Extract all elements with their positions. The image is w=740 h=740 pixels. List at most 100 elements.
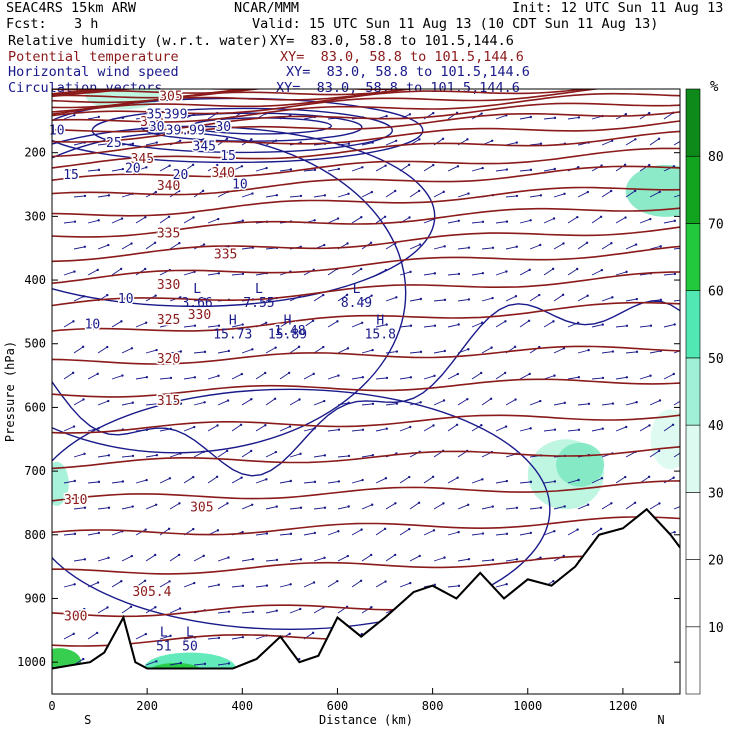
vector-head bbox=[481, 166, 484, 170]
circulation-vector bbox=[207, 584, 219, 588]
vector-head bbox=[323, 454, 327, 457]
circulation-vector bbox=[63, 271, 75, 276]
circulation-vector bbox=[87, 632, 98, 640]
vector-head bbox=[443, 556, 446, 559]
circulation-vector bbox=[87, 116, 99, 120]
circulation-vector bbox=[289, 195, 301, 198]
circulation-vector bbox=[495, 372, 506, 380]
circulation-vector bbox=[399, 528, 410, 536]
circulation-vector bbox=[409, 502, 420, 510]
vector-head bbox=[107, 142, 111, 145]
circulation-vector bbox=[303, 320, 314, 328]
circulation-vector bbox=[327, 268, 338, 276]
vector-head bbox=[601, 427, 604, 430]
circulation-vector bbox=[495, 480, 507, 484]
vector-head bbox=[623, 163, 627, 167]
vector-head bbox=[538, 293, 541, 297]
theta-label: 340 bbox=[157, 179, 180, 194]
circulation-vector bbox=[553, 243, 564, 250]
circulation-vector bbox=[601, 403, 613, 406]
circulation-vector bbox=[111, 375, 123, 380]
circulation-vector bbox=[169, 351, 181, 354]
circulation-vector bbox=[457, 299, 469, 302]
extremum-value: 51 bbox=[156, 640, 172, 655]
circulation-vector bbox=[351, 166, 363, 172]
vector-head bbox=[129, 605, 133, 608]
colorbar-segment bbox=[685, 88, 701, 157]
circulation-vector bbox=[351, 268, 362, 276]
circulation-vector bbox=[673, 140, 680, 146]
circulation-vector bbox=[591, 324, 603, 328]
circulation-vector bbox=[505, 399, 516, 406]
vector-head bbox=[203, 662, 207, 666]
vector-head bbox=[273, 397, 277, 401]
circulation-vector bbox=[313, 294, 324, 302]
vector-head bbox=[73, 479, 77, 483]
extremum-kind: H bbox=[376, 314, 384, 329]
vector-head bbox=[457, 272, 461, 276]
vector-head bbox=[191, 163, 195, 167]
vector-head bbox=[347, 142, 351, 145]
theta-label: 315 bbox=[157, 394, 180, 409]
circulation-vector bbox=[231, 165, 243, 172]
circulation-vector bbox=[423, 425, 434, 432]
vector-head bbox=[553, 116, 557, 120]
vector-head bbox=[673, 323, 676, 326]
circulation-vector bbox=[289, 507, 301, 510]
circulation-vector bbox=[663, 424, 674, 432]
vector-head bbox=[683, 661, 685, 663]
vector-head bbox=[683, 192, 685, 194]
circulation-vector bbox=[63, 114, 75, 120]
vector-head bbox=[385, 427, 388, 430]
vector-head bbox=[250, 138, 253, 141]
vector-head bbox=[467, 192, 470, 195]
theta-contour bbox=[52, 120, 680, 158]
circulation-vector bbox=[255, 585, 267, 588]
vector-head bbox=[467, 298, 471, 301]
vector-head bbox=[419, 297, 423, 301]
circulation-vector bbox=[639, 375, 651, 380]
vector-head bbox=[625, 425, 628, 429]
circulation-vector bbox=[663, 324, 675, 328]
circulation-vector bbox=[519, 320, 530, 328]
vector-head bbox=[418, 554, 421, 558]
vector-head bbox=[179, 661, 183, 665]
vector-head bbox=[370, 606, 373, 609]
circulation-vector bbox=[121, 555, 133, 562]
circulation-vector bbox=[351, 429, 363, 432]
vector-head bbox=[323, 194, 327, 197]
vector-head bbox=[178, 502, 181, 505]
vector-head bbox=[503, 371, 507, 375]
vector-head bbox=[611, 350, 615, 353]
circulation-vector bbox=[495, 426, 507, 432]
vector-head bbox=[490, 139, 494, 143]
circulation-vector bbox=[279, 583, 291, 588]
vector-head bbox=[467, 558, 471, 561]
vector-head bbox=[457, 219, 460, 222]
vector-head bbox=[441, 137, 445, 140]
vector-head bbox=[313, 480, 317, 484]
vector-head bbox=[455, 423, 459, 426]
vector-head bbox=[611, 402, 615, 405]
circulation-vector bbox=[673, 194, 680, 198]
circulation-vector bbox=[673, 247, 680, 250]
circulation-vector bbox=[351, 529, 362, 536]
vector-head bbox=[576, 267, 579, 271]
vector-head bbox=[563, 192, 566, 195]
vector-head bbox=[409, 581, 412, 585]
theta-contour bbox=[52, 480, 680, 502]
circulation-vector bbox=[207, 425, 218, 432]
circulation-vector bbox=[135, 529, 146, 536]
circulation-vector bbox=[231, 477, 242, 484]
vector-head bbox=[480, 424, 483, 427]
vector-head bbox=[505, 583, 508, 586]
vector-head bbox=[153, 241, 157, 245]
circulation-vector bbox=[351, 580, 362, 588]
circulation-vector bbox=[423, 272, 435, 276]
vector-head bbox=[265, 166, 268, 170]
circulation-vector bbox=[169, 403, 181, 406]
circulation-vector bbox=[73, 295, 85, 302]
circulation-vector bbox=[615, 271, 627, 276]
circulation-vector bbox=[471, 424, 482, 432]
circulation-vector bbox=[87, 481, 99, 484]
